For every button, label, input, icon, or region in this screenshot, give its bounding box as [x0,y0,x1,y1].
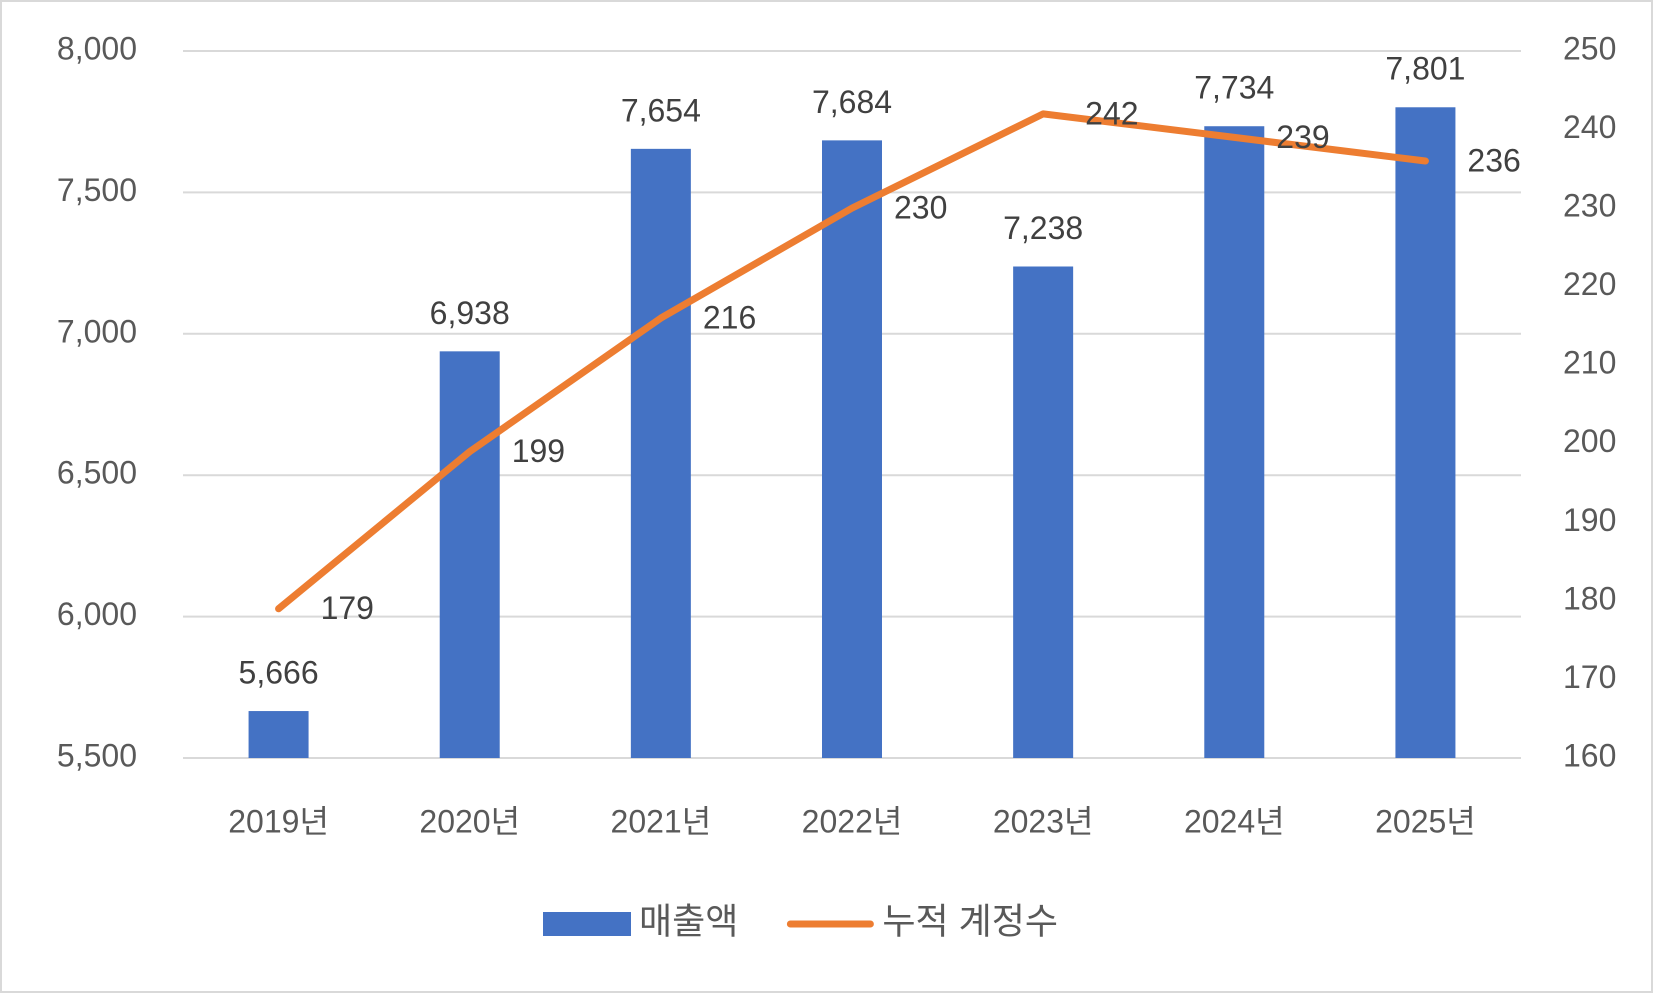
bar [1395,107,1456,758]
x-tick-label: 2020년 [419,803,520,839]
y-tick-label: 6,500 [57,455,137,491]
data-label: 7,238 [1003,210,1083,246]
data-label: 236 [1467,142,1520,178]
y2-tick-label: 190 [1563,502,1616,538]
y2-tick-label: 180 [1563,580,1616,616]
data-label: 216 [703,300,756,336]
y2-tick-label: 220 [1563,266,1616,302]
data-label: 239 [1276,119,1329,155]
data-label: 230 [894,190,947,226]
data-label: 5,666 [239,655,319,691]
data-label: 7,801 [1385,51,1465,87]
y2-tick-label: 210 [1563,345,1616,381]
data-label: 7,684 [812,84,892,120]
data-label: 7,734 [1194,70,1274,106]
x-tick-label: 2019년 [228,803,329,839]
y2-tick-label: 200 [1563,423,1616,459]
bar [1013,266,1074,758]
data-label: 242 [1085,95,1138,131]
data-label: 6,938 [430,295,510,331]
x-tick-label: 2022년 [802,803,903,839]
bar [630,148,691,758]
x-tick-label: 2025년 [1375,803,1476,839]
line [275,110,1429,613]
bar [248,711,309,758]
x-tick-label: 2024년 [1184,803,1285,839]
y-tick-label: 6,000 [57,596,137,632]
y2-tick-label: 240 [1563,109,1616,145]
bar [822,140,882,758]
bar [439,351,500,758]
y2-tick-label: 170 [1563,659,1616,695]
x-tick-label: 2023년 [993,803,1094,839]
data-label: 7,654 [621,92,701,128]
x-tick-label: 2021년 [611,803,712,839]
y2-tick-label: 160 [1563,737,1616,773]
legend-label: 매출액 [639,901,738,942]
legend-label: 누적 계정수 [882,901,1058,942]
y-tick-label: 8,000 [57,30,137,66]
y2-tick-label: 250 [1563,30,1616,66]
y-tick-label: 7,000 [57,313,137,349]
data-label: 199 [512,433,565,469]
y-tick-label: 5,500 [57,737,137,773]
y-tick-label: 7,500 [57,172,137,208]
legend-swatch [543,912,631,936]
data-label: 179 [321,590,374,626]
bar [1204,126,1265,759]
y2-tick-label: 230 [1563,188,1616,224]
